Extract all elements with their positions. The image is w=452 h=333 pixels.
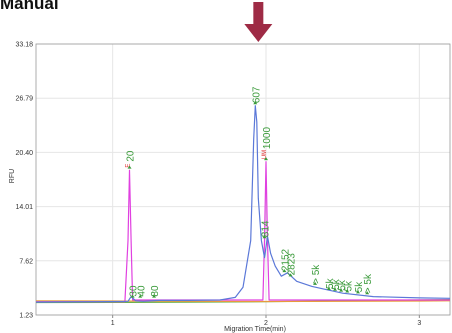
- arrow-marker: [244, 2, 273, 42]
- peak-label: 40: [136, 285, 147, 297]
- peak-triangle-marker: [313, 281, 318, 285]
- peak-label: 5k: [331, 278, 342, 290]
- arrow-shaft: [253, 2, 264, 26]
- peak-label: 5k: [337, 279, 348, 291]
- y-tick-label: 20.40: [15, 150, 33, 157]
- x-axis-title: Migration Time(min): [224, 326, 286, 333]
- y-tick-label: 26.79: [15, 96, 33, 103]
- series-group: [35, 105, 451, 304]
- peak-label: 2823: [287, 253, 298, 276]
- arrow-head: [244, 24, 273, 42]
- peak-marker-label: E: [126, 164, 132, 168]
- series-line-magenta: [36, 161, 450, 303]
- x-tick-label: 2: [264, 320, 268, 327]
- peak-label: 814: [260, 220, 271, 237]
- peak-triangle-marker: [326, 286, 331, 290]
- axis-labels: Migration Time(min) RFU 1.23 7.62 14.01 20.…: [9, 42, 421, 333]
- peak-triangle-marker: [365, 291, 370, 295]
- peak-label: > 5k: [311, 264, 322, 284]
- peak-label: 80: [150, 285, 161, 297]
- peak-label: 2152: [280, 248, 291, 271]
- peak-triangle-marker: [345, 289, 350, 293]
- peak-triangle-marker: [130, 294, 135, 298]
- y-tick-label: 1.23: [19, 313, 33, 320]
- peak-triangle-marker: [264, 157, 268, 161]
- peak-triangle-marker: [127, 165, 132, 169]
- x-tick-label: 1: [111, 320, 115, 327]
- y-axis-title: RFU: [9, 169, 16, 183]
- header-text: Manual: [0, 0, 59, 13]
- peak-triangle-marker: [356, 290, 360, 294]
- series-line-blue: [35, 105, 451, 303]
- peak-label: 5k: [325, 277, 336, 289]
- peak-label: 20: [126, 150, 137, 162]
- peak-label: 607: [251, 86, 262, 103]
- peak-label: 30: [129, 285, 140, 297]
- peak-triangle-marker: [152, 294, 157, 298]
- peak-label: > 5k: [363, 273, 374, 293]
- peak-triangle-marker: [138, 294, 143, 298]
- peak-marker-label: UM: [262, 150, 268, 159]
- peak-triangle-marker: [262, 235, 267, 239]
- peak-label: 5k: [343, 280, 354, 292]
- plot-frame: [35, 43, 451, 318]
- y-tick-label: 7.62: [19, 258, 33, 265]
- peak-triangle-marker: [339, 288, 344, 292]
- y-tick-label: 14.01: [15, 204, 33, 211]
- peak-label: 5k: [354, 281, 365, 293]
- plot-border: [35, 43, 451, 316]
- y-tick-label: 33.18: [15, 42, 33, 49]
- x-tick-label: 3: [417, 320, 421, 327]
- grid-lines: [36, 43, 450, 316]
- peak-triangle-marker: [282, 269, 287, 273]
- peak-triangle-marker: [333, 287, 337, 291]
- peak-triangle-marker: [253, 101, 258, 105]
- peak-label: 1000: [262, 127, 273, 150]
- peak-triangle-marker: [288, 273, 293, 277]
